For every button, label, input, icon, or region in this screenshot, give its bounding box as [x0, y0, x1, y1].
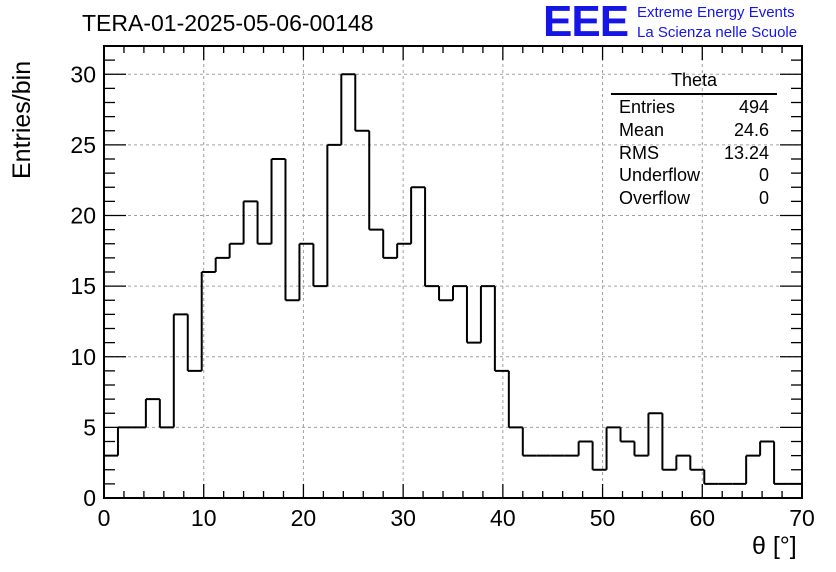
y-tick-label: 0 [83, 485, 96, 511]
y-tick-label: 5 [83, 414, 96, 440]
histogram-series [103, 73, 803, 498]
x-tick-label: 0 [98, 505, 111, 531]
stats-label: RMS [619, 142, 659, 163]
histogram-bin [647, 412, 663, 456]
histogram-bin [633, 441, 649, 457]
stats-label: Mean [619, 119, 665, 140]
histogram-bin [661, 413, 677, 471]
chart-title: TERA-01-2025-05-06-00148 [82, 10, 374, 36]
histogram-bin [479, 285, 495, 343]
histogram-bin [703, 469, 719, 485]
histogram-bin [326, 143, 342, 287]
histogram-bin [438, 286, 453, 302]
x-tick-label: 20 [291, 505, 317, 531]
stats-label: Overflow [619, 188, 691, 209]
histogram-bin [619, 427, 635, 443]
y-axis-label: Entries/bin [8, 60, 36, 179]
histogram-bin [591, 441, 607, 471]
stats-value: 494 [738, 97, 769, 117]
x-tick-label: 30 [390, 505, 416, 531]
histogram-bin [200, 271, 216, 371]
stats-value: 0 [758, 165, 769, 186]
y-tick-label: 30 [70, 61, 96, 87]
histogram-bin [465, 286, 481, 344]
histogram-bin [103, 454, 118, 498]
x-tick-label: 40 [490, 505, 516, 531]
histogram-bin [312, 243, 328, 288]
histogram-bin [214, 256, 230, 272]
x-tick-label: 70 [789, 505, 815, 531]
histogram-bin [773, 441, 789, 485]
histogram-bin [507, 370, 523, 429]
histogram-bin [424, 187, 440, 288]
histogram-bin [144, 398, 160, 428]
histogram-bin [605, 426, 621, 470]
histogram-bin [186, 314, 202, 372]
histogram-bin [256, 201, 272, 245]
stats-row: Mean 24.6 [611, 119, 777, 142]
histogram-bin [675, 454, 691, 470]
axes-frame [103, 45, 803, 499]
x-tick-label: 50 [590, 505, 616, 531]
x-tick-label: 10 [191, 505, 217, 531]
logo-caption-line1: Extreme Energy Events [637, 4, 795, 21]
histogram-bin [368, 130, 384, 231]
tick-labels: 0 10 20 30 40 50 60 70 0 5 10 15 20 25 30 [70, 61, 814, 531]
histogram-bin [228, 242, 244, 258]
histogram-bin [493, 286, 509, 372]
stats-row: Underflow 0 [611, 164, 777, 187]
histogram-bin [354, 74, 370, 132]
y-tick-label: 25 [70, 132, 96, 158]
histogram-bin [577, 440, 593, 456]
logo-caption: Extreme Energy Events La Scienza nelle S… [637, 3, 797, 43]
stats-label: Underflow [619, 165, 701, 186]
histogram-bin [172, 313, 188, 428]
x-tick-label: 60 [689, 505, 715, 531]
stats-value: 13.24 [723, 142, 769, 163]
histogram-bin [116, 426, 132, 456]
stats-label: Entries [619, 97, 676, 117]
stats-value: 24.6 [733, 119, 769, 140]
y-tick-label: 10 [70, 344, 96, 370]
x-axis-label: θ [°] [752, 532, 797, 560]
histogram-bin [759, 440, 775, 456]
histogram-bin [298, 242, 314, 301]
stats-title: Theta [611, 69, 777, 95]
histogram-bin [270, 158, 286, 244]
histogram-bin [284, 159, 300, 302]
histogram-bin [396, 242, 412, 258]
stats-box: Theta Entries 494 Mean 24.6 RMS 13.24 Un… [611, 69, 777, 210]
histogram-bin [452, 285, 467, 301]
histogram-bin [242, 200, 258, 244]
histogram-bin [745, 454, 761, 484]
stats-row: Overflow 0 [611, 187, 777, 210]
stats-value: 0 [758, 188, 769, 209]
eee-logo: EEE [543, 0, 629, 46]
stats-row: Entries 494 [611, 96, 777, 119]
y-tick-label: 20 [70, 203, 96, 229]
histogram-bin [340, 73, 356, 145]
y-tick-label: 15 [70, 273, 96, 299]
logo-caption-line2: La Scienza nelle Scuole [637, 24, 798, 41]
histogram-bin [382, 229, 398, 259]
histogram-bin [158, 399, 174, 429]
histogram-bin [689, 455, 705, 471]
histogram-bin [521, 427, 537, 457]
stats-row: RMS 13.24 [611, 142, 777, 165]
histogram-bin [410, 186, 426, 244]
